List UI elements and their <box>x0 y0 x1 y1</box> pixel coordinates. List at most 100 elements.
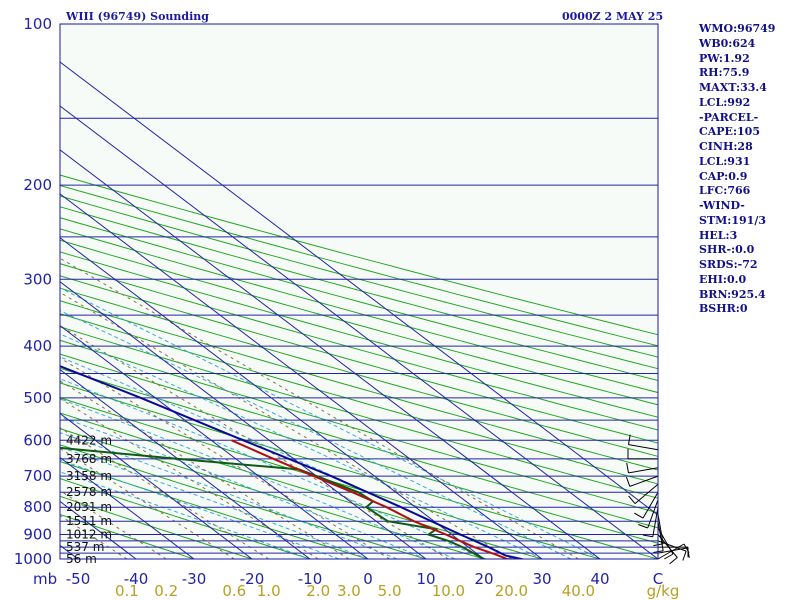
moist-adiabat <box>60 446 369 559</box>
pressure-axis-label: mb <box>33 570 57 588</box>
temperature-tick-label: 10 <box>416 570 435 588</box>
height-label: 1012 m <box>66 528 112 542</box>
height-label: 3768 m <box>66 452 112 466</box>
isotherm <box>60 412 253 559</box>
mixing-ratio-label: 0.6 <box>222 582 246 600</box>
height-label: 3158 m <box>66 469 112 483</box>
pressure-label: 100 <box>23 15 52 33</box>
temperature-trace <box>231 439 512 559</box>
isotherm <box>60 61 658 516</box>
dry-adiabat <box>60 174 658 336</box>
mixing-ratio-label: 10.0 <box>432 582 465 600</box>
parameter-line: CINH:28 <box>699 140 753 153</box>
parameter-line: WMO:96749 <box>699 22 776 35</box>
temperature-tick-label: 20 <box>474 570 493 588</box>
parameter-line: -WIND- <box>699 199 745 212</box>
pressure-label: 800 <box>23 498 52 516</box>
dry-adiabat <box>60 353 658 529</box>
dry-adiabat <box>60 217 658 382</box>
dry-adiabat <box>60 228 658 394</box>
wind-barb <box>628 483 659 504</box>
dry-adiabat <box>60 275 658 444</box>
plot-background <box>60 24 658 559</box>
parameter-line: MAXT:33.4 <box>699 81 767 94</box>
dry-adiabat <box>60 313 658 485</box>
mixing-ratio-label: 0.1 <box>115 582 139 600</box>
wind-barb <box>628 434 659 451</box>
wind-barb <box>625 475 659 487</box>
parameter-line: CAP:0.9 <box>699 169 748 183</box>
parameter-line: LCL:931 <box>699 154 751 168</box>
dry-adiabat <box>60 206 658 370</box>
isotherm <box>0 24 20 559</box>
height-label: 2578 m <box>66 485 112 499</box>
parameter-line: PW:1.92 <box>699 51 750 65</box>
pressure-label: 600 <box>23 431 52 449</box>
mixing-ratio-label: 40.0 <box>562 582 595 600</box>
mixing-ratio-label: 3.0 <box>337 582 361 600</box>
mixing-ratio-label: g/kg <box>647 582 680 600</box>
pressure-label: 300 <box>23 270 52 288</box>
parameter-line: WB0:624 <box>699 36 756 50</box>
temperature-tick-label: C <box>653 570 663 588</box>
temperature-tick-label: 0 <box>363 570 373 588</box>
dry-adiabat <box>60 287 658 457</box>
dry-adiabat <box>60 184 658 347</box>
parameter-line: LCL:992 <box>699 95 751 109</box>
parameter-line: BRN:925.4 <box>699 287 766 301</box>
parameter-line: SHR-:0.0 <box>699 243 755 257</box>
dry-adiabat <box>60 495 254 559</box>
moist-adiabat <box>60 471 311 559</box>
wind-barb <box>626 462 659 474</box>
mixing-ratio-line <box>60 357 390 559</box>
mixing-ratio-line <box>60 380 350 559</box>
sounding-parameters: WMO:96749 WB0:624 PW:1.92 RH:75.9 MAXT:33.4 L… <box>699 22 775 317</box>
parameter-line: LFC:766 <box>699 184 751 198</box>
parameter-line: HEL:3 <box>699 228 738 242</box>
plot-frame <box>59 23 659 560</box>
isotherm <box>60 193 543 559</box>
temperature-tick-label: -20 <box>240 570 265 588</box>
parameter-line: STM:191/3 <box>699 213 766 227</box>
dry-adiabat <box>60 239 658 406</box>
mixing-ratio-label: 2.0 <box>306 582 330 600</box>
height-label: 2031 m <box>66 500 112 514</box>
mixing-ratio-label: 0.2 <box>154 582 178 600</box>
pressure-label: 900 <box>23 526 52 544</box>
dry-adiabat <box>60 382 658 559</box>
chart-time: 0000Z 2 MAY 25 <box>562 10 663 23</box>
dry-adiabat <box>60 339 658 514</box>
pressure-label: 1000 <box>14 550 52 568</box>
dry-adiabat <box>60 460 370 559</box>
dry-adiabat <box>60 300 658 471</box>
temperature-tick-label: -30 <box>182 570 207 588</box>
wind-barb <box>642 507 659 538</box>
dry-adiabat <box>60 326 658 499</box>
temperature-tick-label: -10 <box>298 570 323 588</box>
dry-adiabat <box>60 195 658 358</box>
isotherm <box>60 368 311 559</box>
dry-adiabat <box>60 412 544 559</box>
isotherm <box>60 281 427 559</box>
dry-adiabat <box>60 367 658 544</box>
wind-barb <box>627 448 658 460</box>
temperature-tick-label: 30 <box>532 570 551 588</box>
mixing-ratio-line <box>60 325 449 559</box>
parcel-trace <box>60 365 526 559</box>
height-label: 56 m <box>66 552 97 566</box>
parameter-line: BSHR:0 <box>699 302 748 316</box>
wind-barb <box>634 491 659 519</box>
dry-adiabat <box>60 513 196 559</box>
isotherm <box>60 325 369 559</box>
temperature-tick-label: -50 <box>66 570 91 588</box>
mixing-ratio-label: 5.0 <box>378 582 402 600</box>
wind-barb <box>638 499 659 529</box>
pressure-label: 700 <box>23 467 52 485</box>
height-label: 537 m <box>66 540 104 554</box>
height-label: 1511 m <box>66 514 112 528</box>
parameter-line: -PARCEL- <box>699 110 759 124</box>
height-label: 4422 m <box>66 433 112 447</box>
moist-adiabat <box>60 287 601 559</box>
mixing-ratio-label: 20.0 <box>495 582 528 600</box>
pressure-label: 200 <box>23 176 52 194</box>
